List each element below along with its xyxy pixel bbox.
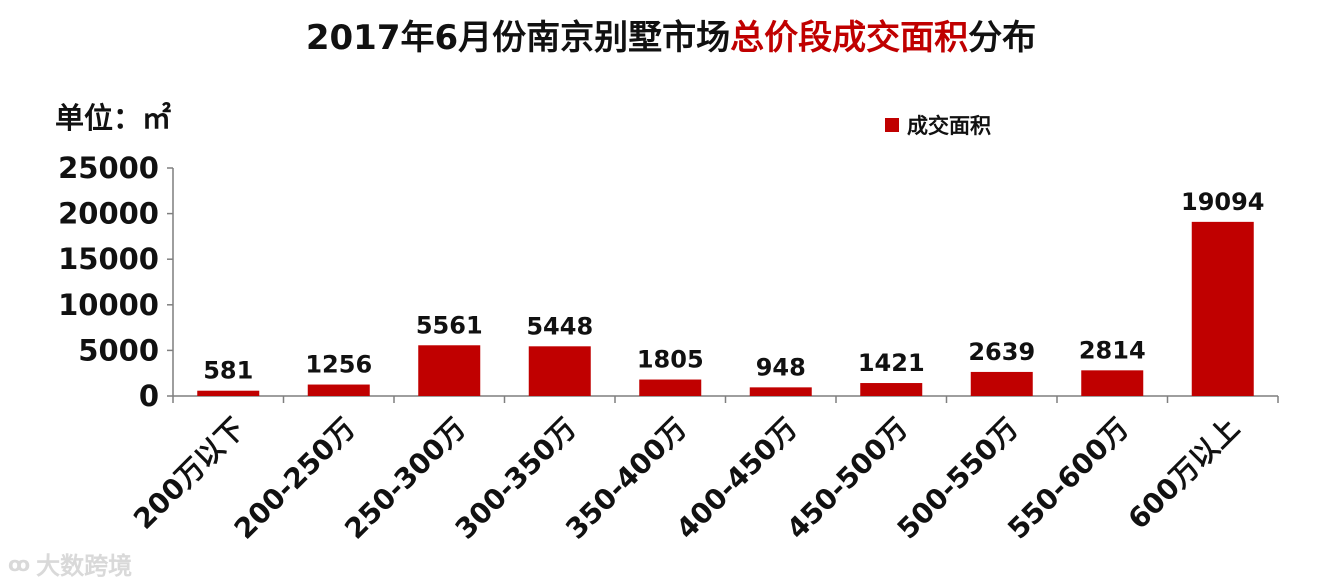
chart-title: 2017年6月份南京别墅市场总价段成交面积分布: [0, 10, 1342, 59]
title-highlight: 总价段成交面积: [730, 18, 969, 58]
legend: 成交面积: [885, 110, 991, 140]
title-suffix: 分布: [968, 18, 1037, 58]
bar-value-label: 2639: [968, 338, 1035, 366]
bar-value-label: 948: [756, 353, 806, 381]
bar-value-label: 1421: [858, 349, 925, 377]
y-tick-label: 0: [139, 379, 159, 413]
bar-value-label: 19094: [1181, 188, 1265, 216]
bar-value-label: 5561: [416, 311, 483, 339]
legend-swatch: [885, 118, 899, 132]
bar-value-label: 581: [203, 357, 253, 385]
bar: [970, 371, 1033, 396]
title-prefix: 2017年6月份南京别墅市场: [305, 18, 731, 58]
bar: [197, 390, 260, 396]
watermark: ꝏ 大数跨境: [8, 546, 132, 581]
bar: [307, 384, 370, 396]
y-tick-label: 25000: [58, 151, 159, 185]
bar-value-label: 2814: [1079, 336, 1146, 364]
x-category-label: 600万以上: [1122, 412, 1246, 536]
y-tick-label: 15000: [58, 242, 159, 276]
bar: [418, 345, 481, 396]
bar: [528, 346, 591, 396]
bar: [860, 383, 923, 396]
watermark-text: 大数跨境: [36, 552, 133, 580]
legend-label: 成交面积: [907, 114, 991, 138]
loop-logo-icon: ꝏ: [8, 551, 31, 576]
y-tick-label: 20000: [58, 197, 159, 231]
bar: [1081, 370, 1144, 396]
y-tick-label: 5000: [78, 333, 159, 367]
bar: [749, 387, 812, 396]
bar: [1191, 221, 1254, 396]
bar-value-label: 1805: [637, 346, 704, 374]
unit-label: 单位：㎡: [55, 101, 172, 135]
bar-value-label: 5448: [526, 312, 593, 340]
bar-value-label: 1256: [305, 351, 372, 379]
y-tick-label: 10000: [58, 288, 159, 322]
bar: [639, 379, 702, 396]
